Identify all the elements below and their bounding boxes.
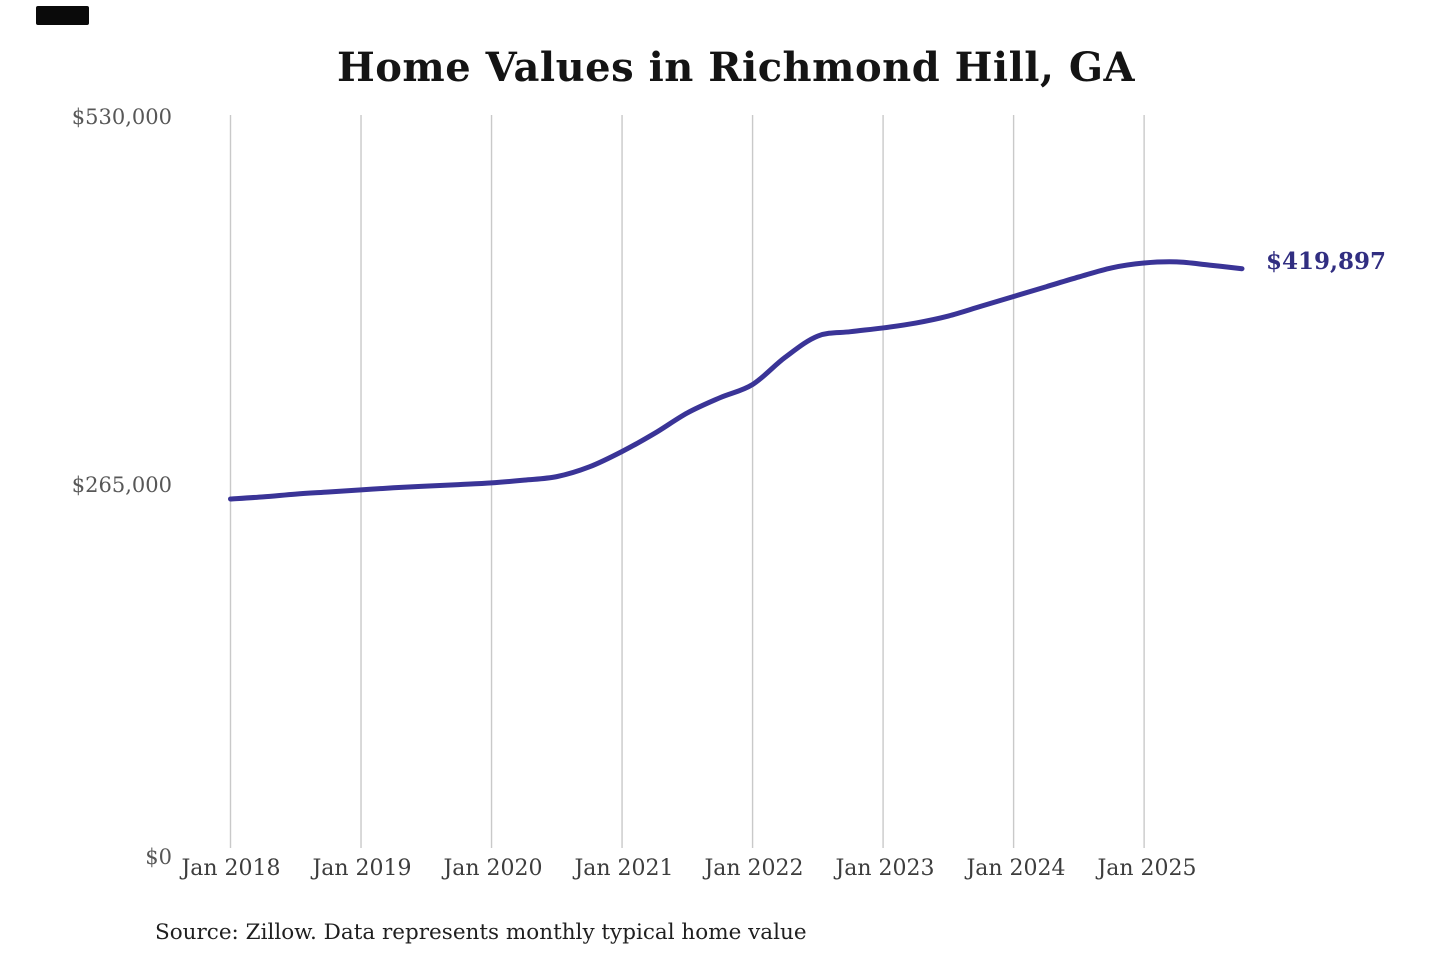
- x-axis-tick-jan-2018: Jan 2018: [181, 856, 281, 881]
- source-note: Source: Zillow. Data represents monthly …: [155, 920, 807, 945]
- x-axis-tick-jan-2024: Jan 2024: [966, 856, 1066, 881]
- x-axis-tick-jan-2020: Jan 2020: [443, 856, 543, 881]
- x-axis-tick-jan-2023: Jan 2023: [835, 856, 935, 881]
- x-axis-tick-jan-2025: Jan 2025: [1097, 856, 1197, 881]
- chart-title: Home Values in Richmond Hill, GA: [336, 44, 1136, 91]
- y-axis-tick-530000: $530,000: [71, 105, 172, 129]
- home-value-line: [228, 259, 1245, 502]
- y-axis-tick-265000: $265,000: [71, 473, 172, 497]
- y-axis-tick-0: $0: [145, 845, 172, 869]
- x-axis-tick-jan-2022: Jan 2022: [704, 856, 804, 881]
- x-axis-tick-jan-2019: Jan 2019: [312, 856, 412, 881]
- latest-value-label: $419,897: [1266, 248, 1387, 275]
- x-axis-tick-jan-2021: Jan 2021: [574, 856, 674, 881]
- top-left-mark: [36, 6, 89, 25]
